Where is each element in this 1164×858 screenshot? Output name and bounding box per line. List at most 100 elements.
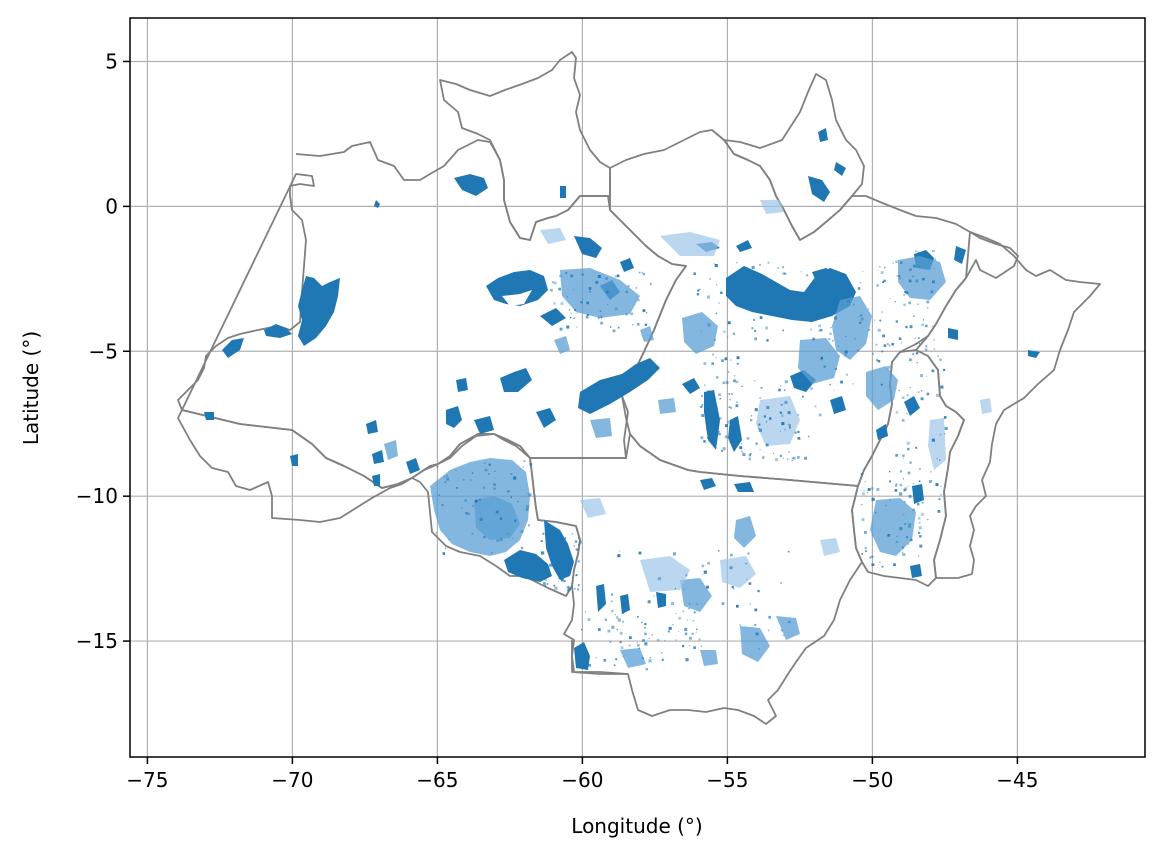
forest-speck bbox=[715, 416, 719, 419]
forest-speck bbox=[727, 321, 731, 325]
forest-speck bbox=[940, 485, 942, 487]
forest-speck bbox=[787, 411, 791, 415]
forest-speck bbox=[443, 476, 446, 478]
forest-speck bbox=[730, 553, 733, 557]
forest-speck bbox=[706, 427, 710, 430]
forest-speck bbox=[670, 601, 674, 605]
forest-speck bbox=[901, 396, 905, 399]
forest-speck bbox=[938, 498, 941, 500]
forest-speck bbox=[542, 578, 545, 580]
forest-speck bbox=[780, 403, 783, 406]
forest-speck bbox=[491, 552, 493, 554]
forest-speck bbox=[909, 387, 911, 388]
forest-speck bbox=[727, 336, 729, 338]
forest-speck bbox=[894, 484, 897, 487]
forest-speck bbox=[835, 368, 837, 370]
forest-speck bbox=[833, 389, 835, 391]
forest-speck bbox=[907, 471, 911, 475]
forest-speck bbox=[507, 532, 509, 535]
forest-speck bbox=[920, 374, 923, 378]
forest-speck bbox=[700, 645, 702, 647]
forest-speck bbox=[595, 281, 599, 284]
forest-speck bbox=[444, 481, 447, 484]
forest-speck bbox=[442, 552, 446, 555]
forest-speck bbox=[818, 324, 821, 328]
forest-speck bbox=[736, 362, 739, 365]
forest-speck bbox=[864, 546, 867, 550]
forest-speck bbox=[907, 447, 910, 451]
forest-speck bbox=[819, 328, 823, 332]
forest-speck bbox=[915, 250, 917, 252]
forest-speck bbox=[571, 582, 573, 584]
forest-speck bbox=[904, 487, 908, 490]
forest-speck bbox=[894, 489, 898, 492]
forest-speck bbox=[644, 627, 646, 629]
forest-speck bbox=[507, 490, 510, 493]
forest-speck bbox=[739, 624, 741, 626]
forest-speck bbox=[546, 530, 550, 534]
forest-speck bbox=[912, 275, 915, 278]
forest-speck bbox=[587, 618, 591, 621]
forest-speck bbox=[898, 337, 902, 340]
forest-speck bbox=[782, 329, 784, 332]
forest-speck bbox=[766, 286, 768, 288]
forest-speck bbox=[448, 538, 450, 540]
forest-speck bbox=[937, 355, 939, 357]
forest-speck bbox=[692, 620, 695, 622]
forest-speck bbox=[862, 270, 864, 272]
forest-speck bbox=[868, 308, 870, 310]
forest-speck bbox=[883, 279, 886, 283]
forest-speck bbox=[763, 415, 766, 418]
forest-speck bbox=[919, 266, 921, 268]
forest-speck bbox=[887, 534, 891, 537]
forest-speck bbox=[748, 582, 752, 585]
forest-speck bbox=[933, 348, 936, 350]
forest-speck bbox=[879, 266, 881, 268]
forest-speck bbox=[630, 312, 633, 316]
forest-speck bbox=[863, 490, 865, 492]
forest-speck bbox=[774, 292, 778, 295]
forest-speck bbox=[943, 368, 946, 371]
x-axis-label: Longitude (°) bbox=[571, 814, 702, 838]
forest-speck bbox=[926, 300, 930, 304]
forest-speck bbox=[889, 480, 892, 483]
forest-speck bbox=[749, 603, 751, 605]
forest-speck bbox=[612, 329, 616, 333]
forest-speck bbox=[529, 463, 533, 466]
forest-speck bbox=[642, 639, 645, 642]
forest-speck bbox=[693, 646, 696, 649]
forest-speck bbox=[695, 631, 698, 633]
forest-speck bbox=[564, 537, 566, 539]
forest-speck bbox=[916, 502, 920, 506]
forest-speck bbox=[909, 461, 912, 464]
forest-speck bbox=[582, 649, 585, 652]
forest-speck bbox=[573, 288, 575, 291]
forest-speck bbox=[446, 477, 450, 481]
forest-speck bbox=[499, 538, 503, 542]
forest-speck bbox=[559, 543, 561, 545]
forest-speck bbox=[727, 278, 730, 282]
forest-speck bbox=[760, 386, 763, 389]
forest-speck bbox=[860, 317, 864, 321]
forest-speck bbox=[814, 405, 817, 408]
forest-speck bbox=[588, 663, 592, 667]
forest-speck bbox=[686, 619, 688, 621]
forest-speck bbox=[747, 552, 750, 555]
forest-speck bbox=[880, 271, 884, 274]
forest-speck bbox=[496, 539, 499, 542]
forest-speck bbox=[637, 644, 640, 647]
forest-speck bbox=[741, 385, 743, 387]
forest-speck bbox=[560, 536, 562, 538]
forest-speck bbox=[560, 555, 563, 558]
forest-speck bbox=[742, 453, 746, 456]
forest-speck bbox=[438, 494, 440, 496]
forest-speck bbox=[625, 313, 628, 316]
x-tick-label: −45 bbox=[996, 768, 1038, 792]
forest-speck bbox=[830, 326, 832, 329]
forest-speck bbox=[861, 492, 865, 496]
forest-speck bbox=[782, 457, 784, 459]
forest-speck bbox=[553, 584, 556, 587]
forest-speck bbox=[939, 358, 942, 361]
forest-speck bbox=[788, 451, 790, 453]
forest-speck bbox=[871, 497, 875, 501]
